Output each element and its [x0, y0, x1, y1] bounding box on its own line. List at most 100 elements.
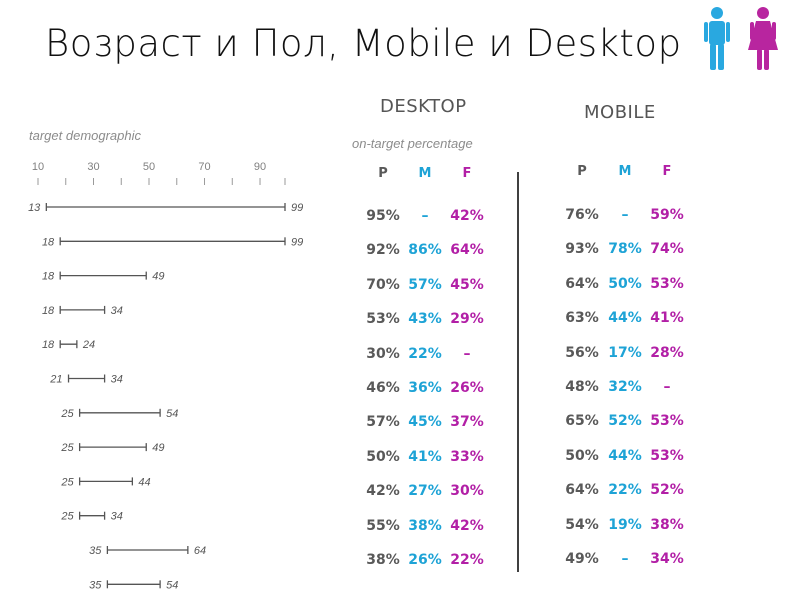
- mobile-cell-f: 52%: [650, 482, 684, 499]
- page-title: Возраст и Пол, Mobile и Desktop: [45, 22, 682, 65]
- range-min-label: 35: [89, 545, 102, 557]
- tick-label: 10: [32, 161, 44, 173]
- range-min-label: 35: [89, 579, 102, 591]
- desktop-cell-m: 26%: [408, 552, 442, 568]
- desktop-cell-p: 46%: [366, 380, 400, 396]
- desktop-cell-f: 30%: [450, 483, 484, 500]
- tick-label: 30: [87, 161, 99, 173]
- desktop-cell-p: 57%: [366, 414, 400, 431]
- male-person-icon: [704, 7, 730, 70]
- desktop-cell-f: 37%: [450, 414, 484, 431]
- desktop-cell-p: 38%: [366, 552, 400, 568]
- range-min-label: 25: [60, 511, 74, 523]
- mobile-cell-p: 56%: [565, 344, 599, 361]
- desktop-cell-p: 50%: [366, 448, 400, 465]
- mobile-cell-p: 64%: [565, 275, 599, 292]
- range-max-label: 34: [111, 305, 123, 317]
- range-max-label: 24: [82, 339, 95, 351]
- range-max-label: 34: [111, 511, 123, 523]
- desktop-cell-m: 43%: [408, 311, 442, 328]
- range-bar: 13 99: [28, 202, 303, 214]
- mobile-cell-p: 48%: [565, 379, 599, 395]
- mobile-cell-p: 64%: [565, 482, 599, 499]
- range-min-label: 18: [42, 339, 55, 351]
- desktop-cell-f: 26%: [450, 380, 484, 396]
- range-max-label: 54: [166, 408, 178, 420]
- range-max-label: 49: [152, 442, 164, 454]
- range-bar: 21 34: [49, 374, 123, 386]
- range-min-label: 25: [60, 442, 74, 454]
- mobile-cell-f: 74%: [650, 241, 684, 258]
- desktop-cell-m: 57%: [408, 276, 442, 293]
- range-min-label: 25: [60, 408, 74, 420]
- mobile-cell-f: 34%: [650, 551, 684, 567]
- desktop-cell-m: –: [421, 208, 429, 224]
- mobile-cell-f: 28%: [650, 344, 684, 361]
- range-bar: 18 99: [42, 236, 303, 248]
- mobile-cell-f: 38%: [650, 516, 684, 533]
- desktop-cell-f: 29%: [450, 311, 484, 328]
- mobile-cell-m: 44%: [608, 310, 642, 327]
- mobile-cell-p: 54%: [565, 516, 599, 533]
- range-min-label: 18: [42, 271, 55, 283]
- mobile-cell-f: –: [663, 379, 671, 395]
- desktop-cell-p: 30%: [366, 345, 400, 362]
- range-min-label: 18: [42, 305, 55, 317]
- desktop-cell-m: 27%: [408, 483, 442, 500]
- mobile-cell-m: 52%: [608, 413, 642, 430]
- range-max-label: 44: [138, 476, 150, 488]
- desktop-cell-f: 22%: [450, 552, 484, 568]
- desktop-cell-p: 55%: [366, 517, 400, 534]
- desktop-cell-p: 53%: [366, 311, 400, 328]
- desktop-col-header-p: P: [378, 166, 388, 181]
- mobile-cell-p: 49%: [565, 551, 599, 567]
- range-min-label: 13: [28, 202, 41, 214]
- range-bar: 25 49: [60, 442, 164, 454]
- female-person-icon: [748, 7, 778, 70]
- mobile-cell-f: 53%: [650, 275, 684, 292]
- range-min-label: 21: [49, 374, 62, 386]
- mobile-cell-m: 22%: [608, 482, 642, 499]
- range-max-label: 54: [166, 579, 178, 591]
- range-max-label: 64: [194, 545, 206, 557]
- range-min-label: 25: [60, 476, 74, 488]
- range-bar: 18 24: [42, 339, 95, 351]
- desktop-cell-m: 36%: [408, 380, 442, 396]
- range-bar: 25 44: [60, 476, 150, 488]
- desktop-cell-m: 38%: [408, 517, 442, 534]
- range-bar: 35 54: [89, 579, 178, 591]
- chart-xlabel: target demographic: [29, 128, 142, 143]
- desktop-cell-p: 92%: [366, 242, 400, 259]
- desktop-cell-p: 95%: [366, 208, 400, 224]
- desktop-cell-f: 33%: [450, 448, 484, 465]
- range-max-label: 99: [291, 236, 303, 248]
- desktop-cell-f: 42%: [450, 517, 484, 534]
- mobile-cell-f: 53%: [650, 413, 684, 430]
- range-min-label: 18: [42, 236, 55, 248]
- mobile-cell-m: 32%: [608, 379, 642, 395]
- mobile-cell-f: 53%: [650, 447, 684, 464]
- desktop-cell-f: –: [463, 345, 471, 362]
- desktop-cell-f: 45%: [450, 276, 484, 293]
- mobile-cell-m: –: [621, 551, 629, 567]
- tick-label: 70: [198, 161, 210, 173]
- range-max-label: 34: [111, 374, 123, 386]
- range-max-label: 49: [152, 271, 164, 283]
- mobile-cell-m: –: [621, 207, 629, 223]
- mobile-cell-m: 19%: [608, 516, 642, 533]
- desktop-cell-p: 42%: [366, 483, 400, 500]
- desktop-cell-f: 64%: [450, 242, 484, 259]
- desktop-cell-m: 41%: [408, 448, 442, 465]
- mobile-cell-p: 50%: [565, 447, 599, 464]
- mobile-cell-m: 17%: [608, 344, 642, 361]
- tick-label: 90: [254, 161, 266, 173]
- range-bar: 35 64: [89, 545, 206, 557]
- mobile-cell-p: 76%: [565, 207, 599, 223]
- mobile-cell-m: 50%: [608, 275, 642, 292]
- desktop-col-header-m: M: [418, 166, 432, 181]
- desktop-cell-m: 22%: [408, 345, 442, 362]
- desktop-cell-p: 70%: [366, 276, 400, 293]
- desktop-cell-m: 45%: [408, 414, 442, 431]
- mobile-cell-m: 44%: [608, 447, 642, 464]
